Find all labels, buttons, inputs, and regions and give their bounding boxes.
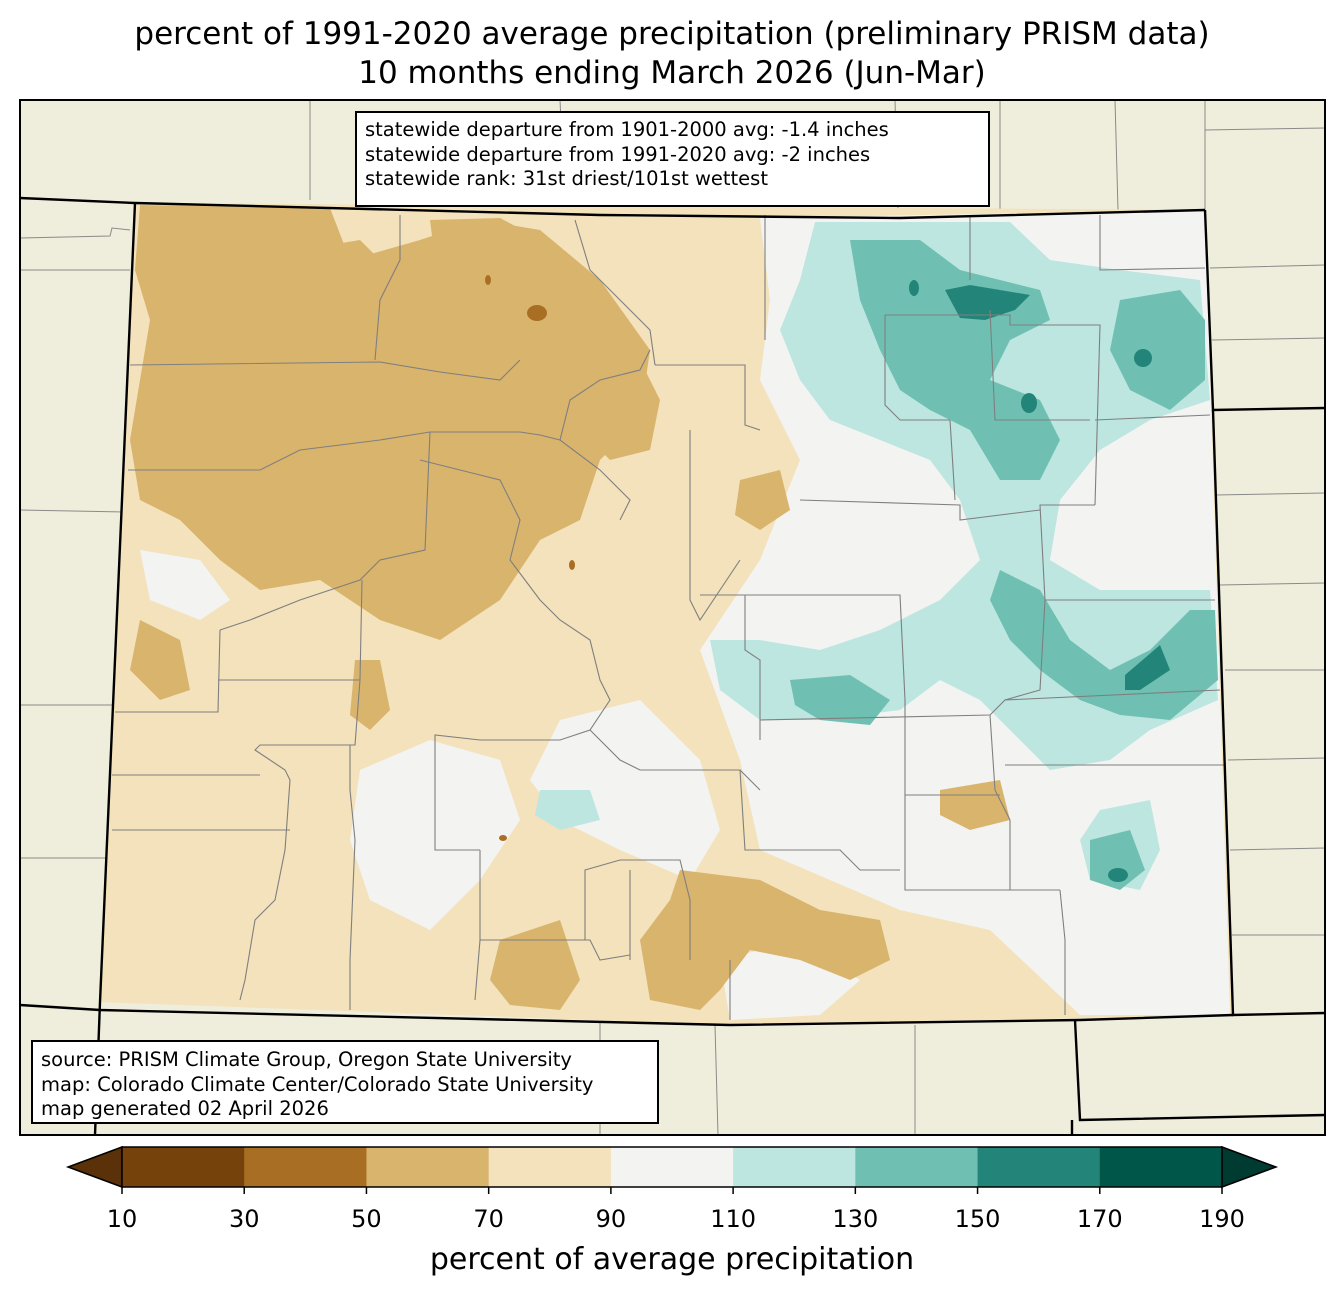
stats-departure-1901-2000: statewide departure from 1901-2000 avg: … bbox=[365, 118, 889, 141]
stats-rank: statewide rank: 31st driest/101st wettes… bbox=[365, 167, 768, 190]
colorado-county-lines bbox=[112, 215, 1225, 1020]
colorbar-tick-label: 50 bbox=[351, 1205, 382, 1233]
colorbar-tick-label: 190 bbox=[1199, 1205, 1245, 1233]
colorbar-tick-label: 70 bbox=[473, 1205, 504, 1233]
colorbar-tick-label: 150 bbox=[954, 1205, 1001, 1233]
colorbar-swatch bbox=[733, 1147, 856, 1187]
stats-departure-1991-2020: statewide departure from 1991-2020 avg: … bbox=[365, 142, 871, 166]
colorbar-swatch bbox=[1099, 1147, 1223, 1187]
colorbar bbox=[65, 1145, 1279, 1194]
credits-generated: map generated 02 April 2026 bbox=[41, 1097, 329, 1120]
colorbar-outline bbox=[121, 1146, 1223, 1188]
chart-title-line1: percent of 1991-2020 average precipitati… bbox=[134, 16, 1210, 52]
colorbar-swatch bbox=[977, 1147, 1101, 1187]
credits-map: map: Colorado Climate Center/Colorado St… bbox=[41, 1072, 594, 1096]
colorbar-label: percent of average precipitation bbox=[429, 1242, 915, 1277]
credits-box: source: PRISM Climate Group, Oregon Stat… bbox=[31, 1040, 659, 1124]
statewide-stats-box: statewide departure from 1901-2000 avg: … bbox=[355, 111, 990, 207]
colorbar-swatch bbox=[244, 1147, 367, 1187]
fill-30-50 bbox=[485, 275, 575, 841]
colorbar-tick-label: 130 bbox=[832, 1205, 879, 1233]
neighbor-county-lines bbox=[19, 99, 1326, 1136]
colorbar-tick-label: 90 bbox=[595, 1205, 627, 1233]
colorbar-swatch bbox=[855, 1147, 979, 1187]
colorbar-swatch bbox=[488, 1147, 612, 1187]
fill-50-70 bbox=[130, 205, 1010, 1010]
colorbar-tick-label: 10 bbox=[106, 1205, 138, 1233]
colorbar-tick-label: 30 bbox=[228, 1205, 260, 1233]
colorbar-under-arrow bbox=[65, 1145, 123, 1189]
colorbar-tick-label: 110 bbox=[710, 1205, 757, 1233]
colorbar-swatch bbox=[122, 1147, 245, 1187]
colorbar-over-arrow bbox=[1221, 1145, 1279, 1189]
colorbar-swatch bbox=[366, 1147, 490, 1187]
colorbar-tick-label: 170 bbox=[1076, 1205, 1123, 1233]
credits-source: source: PRISM Climate Group, Oregon Stat… bbox=[41, 1048, 572, 1071]
colorbar-swatch bbox=[610, 1147, 734, 1187]
chart-title-line2: 10 months ending March 2026 (Jun-Mar) bbox=[358, 55, 986, 91]
map-frame bbox=[19, 99, 1326, 1136]
fill-150-170 bbox=[909, 280, 1170, 882]
